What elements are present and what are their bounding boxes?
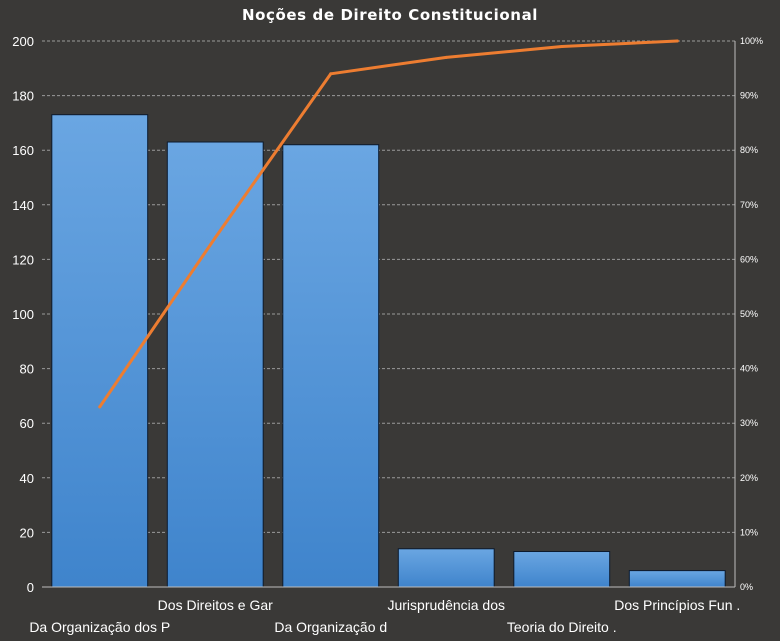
cumulative-point xyxy=(329,72,333,76)
cumulative-point xyxy=(213,236,217,240)
x-tick-label: Da Organização d xyxy=(274,619,387,635)
x-tick-label: Jurisprudência dos xyxy=(387,597,505,613)
y-tick-label: 180 xyxy=(12,89,34,104)
x-tick-label: Da Organização dos P xyxy=(29,619,170,635)
cumulative-point xyxy=(98,405,102,409)
y2-tick-label: 80% xyxy=(740,145,758,155)
y-tick-label: 20 xyxy=(20,525,34,540)
x-tick-label: Dos Direitos e Gar xyxy=(158,597,273,613)
y2-tick-label: 10% xyxy=(740,527,758,537)
bar xyxy=(166,141,264,588)
bar xyxy=(628,570,726,588)
axes: 0 20 40 60 80 100 120 140 160 180 200 0% 10% 20% 30% 40… xyxy=(12,34,763,635)
y2-tick-label: 70% xyxy=(740,200,758,210)
bars xyxy=(51,114,726,588)
y-tick-label: 200 xyxy=(12,34,34,49)
y2-tick-label: 0% xyxy=(740,582,753,592)
grid-lines xyxy=(42,40,735,533)
cumulative-line xyxy=(98,39,679,409)
y2-tick-label: 40% xyxy=(740,364,758,374)
y-tick-label: 40 xyxy=(20,471,34,486)
cumulative-point xyxy=(444,55,448,59)
bar xyxy=(51,114,149,588)
y2-tick-label: 30% xyxy=(740,418,758,428)
y2-tick-label: 60% xyxy=(740,254,758,264)
y-tick-label: 120 xyxy=(12,252,34,267)
cumulative-percent-line xyxy=(98,39,679,409)
y-tick-label: 0 xyxy=(27,580,34,595)
y2-tick-label: 90% xyxy=(740,91,758,101)
bar xyxy=(513,551,611,588)
y-tick-label: 160 xyxy=(12,143,34,158)
y2-tick-label: 100% xyxy=(740,36,763,46)
y-tick-label: 140 xyxy=(12,198,34,213)
x-tick-label: Dos Princípios Fun . xyxy=(614,597,740,613)
y-tick-label: 60 xyxy=(20,416,34,431)
chart-title: Noções de Direito Constitucional xyxy=(241,6,539,24)
x-tick-label: Teoria do Direito . xyxy=(507,619,617,635)
y-tick-label: 80 xyxy=(20,362,34,377)
y-tick-label: 100 xyxy=(12,307,34,322)
cumulative-point xyxy=(560,44,564,48)
bar xyxy=(282,144,380,588)
y2-tick-label: 20% xyxy=(740,473,758,483)
cumulative-point xyxy=(675,39,679,43)
y2-tick-label: 50% xyxy=(740,309,758,319)
bar xyxy=(397,548,495,588)
